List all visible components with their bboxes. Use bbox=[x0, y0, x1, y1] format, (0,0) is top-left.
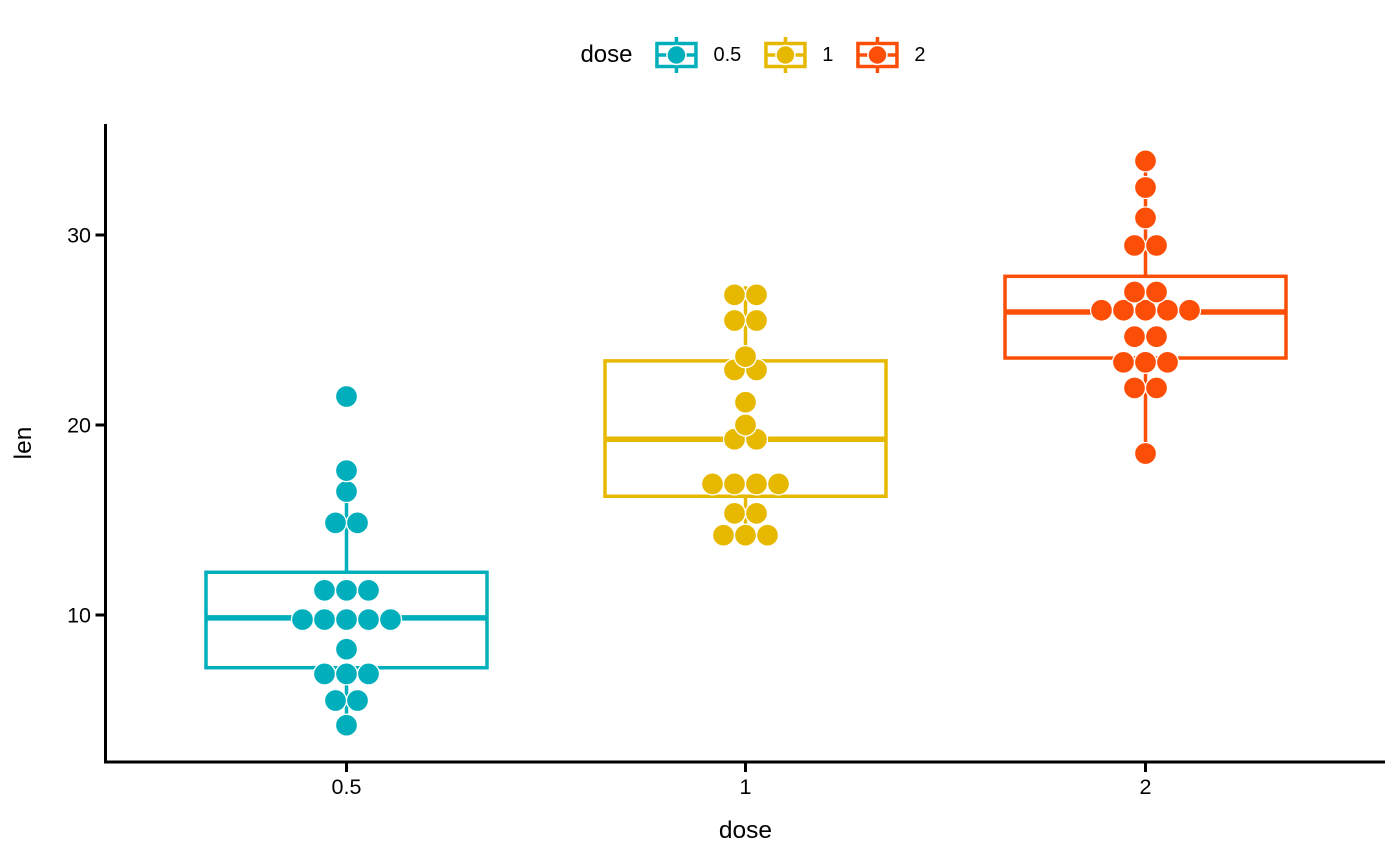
x-tick-label: 2 bbox=[1140, 775, 1152, 799]
data-point-dot bbox=[312, 607, 337, 632]
boxplot-group-dose-1 bbox=[603, 283, 888, 547]
data-point-dot bbox=[1155, 350, 1180, 374]
data-point-dot bbox=[1089, 298, 1114, 322]
data-point-dot bbox=[1111, 350, 1136, 374]
data-point-dot bbox=[356, 662, 381, 686]
legend-entry-label: 1 bbox=[822, 43, 834, 66]
data-point-dot bbox=[1144, 376, 1169, 400]
data-point-dot bbox=[733, 413, 758, 437]
legend-entry: 0.5 bbox=[654, 36, 741, 74]
data-point-dot bbox=[334, 384, 359, 409]
data-point-dot bbox=[1133, 441, 1158, 466]
legend-key-dot bbox=[775, 44, 796, 66]
legend: dose 0.5 1 2 bbox=[580, 36, 926, 74]
y-tick-label: 20 bbox=[67, 414, 91, 438]
y-tick-label: 10 bbox=[67, 604, 91, 628]
y-axis-title: len bbox=[10, 427, 37, 460]
legend-entry-label: 0.5 bbox=[713, 43, 742, 66]
data-point-dot bbox=[1177, 298, 1202, 322]
data-point-dot bbox=[722, 501, 747, 525]
data-point-dot bbox=[1122, 233, 1147, 258]
data-point-dot bbox=[744, 283, 769, 307]
data-point-dot bbox=[744, 308, 769, 333]
data-point-dot bbox=[711, 523, 736, 547]
data-point-dot bbox=[334, 637, 359, 661]
data-point-dot bbox=[1122, 376, 1147, 400]
data-point-dot bbox=[323, 511, 348, 535]
data-point-dot bbox=[755, 523, 780, 547]
data-point-dot bbox=[1133, 206, 1158, 230]
data-point-dot bbox=[744, 472, 769, 496]
data-point-dot bbox=[334, 458, 359, 483]
legend-entry-label: 2 bbox=[914, 43, 926, 66]
data-point-dot bbox=[312, 662, 337, 686]
data-point-dot bbox=[722, 472, 747, 496]
data-point-dot bbox=[1144, 233, 1169, 258]
x-tick-label: 1 bbox=[740, 775, 752, 799]
data-point-dot bbox=[378, 607, 403, 632]
x-axis-title: dose bbox=[719, 817, 772, 844]
data-point-dot bbox=[356, 578, 381, 602]
data-point-dot bbox=[323, 688, 348, 713]
data-point-dot bbox=[334, 578, 359, 602]
legend-key-boxplot-glyph bbox=[856, 37, 899, 73]
data-point-dot bbox=[700, 472, 725, 496]
legend-key-dot bbox=[666, 44, 687, 66]
data-point-dot bbox=[1144, 280, 1169, 304]
x-tick-label: 0.5 bbox=[332, 775, 362, 799]
legend-key-boxplot-glyph bbox=[764, 37, 807, 73]
data-point-dot bbox=[345, 511, 370, 535]
data-point-dot bbox=[290, 607, 315, 632]
data-point-dot bbox=[1133, 149, 1158, 173]
data-point-dot bbox=[334, 662, 359, 686]
data-point-dot bbox=[334, 607, 359, 632]
data-point-dot bbox=[722, 283, 747, 307]
data-point-dot bbox=[733, 390, 758, 414]
data-point-dot bbox=[1122, 280, 1147, 304]
data-point-dot bbox=[722, 308, 747, 333]
data-point-dot bbox=[356, 607, 381, 632]
data-point-dot bbox=[733, 523, 758, 547]
plot-marks: 10 20 30 0.5 1 2 bbox=[67, 124, 1385, 799]
data-point-dot bbox=[744, 501, 769, 525]
data-point-dot bbox=[334, 713, 359, 737]
legend-entry: 1 bbox=[763, 36, 833, 74]
legend-entry: 2 bbox=[855, 36, 926, 74]
legend-title: dose bbox=[580, 41, 633, 68]
legend-entries: 0.5 1 2 bbox=[654, 36, 926, 74]
legend-key-dot bbox=[867, 44, 888, 66]
data-point-dot bbox=[733, 344, 758, 369]
boxplot-group-dose-2 bbox=[1003, 149, 1288, 466]
data-point-dot bbox=[1144, 324, 1169, 349]
data-point-dot bbox=[1122, 324, 1147, 349]
boxplot-group-dose-0.5 bbox=[204, 384, 489, 737]
legend-key-boxplot-glyph bbox=[655, 37, 698, 73]
data-point-dot bbox=[1133, 175, 1158, 200]
data-point-dot bbox=[312, 578, 337, 602]
data-point-dot bbox=[334, 479, 359, 504]
y-tick-label: 30 bbox=[67, 224, 91, 248]
data-point-dot bbox=[345, 688, 370, 713]
data-point-dot bbox=[766, 472, 791, 496]
data-point-dot bbox=[1133, 350, 1158, 374]
